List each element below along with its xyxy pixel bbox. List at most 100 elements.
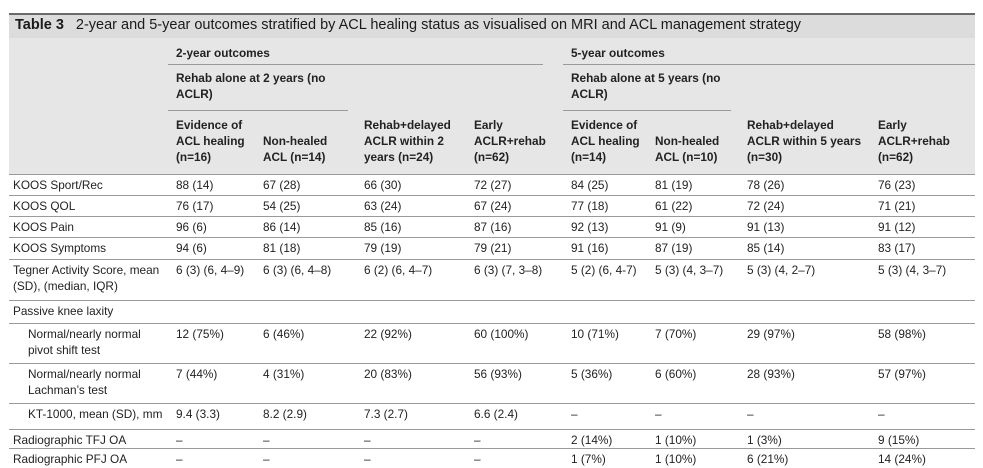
table-cell: 67 (24): [474, 199, 512, 213]
row-label: KOOS Pain: [13, 220, 74, 234]
table-title-bar: Table 3 2-year and 5-year outcomes strati…: [9, 13, 975, 38]
row-label: Tegner Activity Score, mean (SD), (median…: [13, 263, 160, 293]
table-cell: 9 (15%): [878, 433, 920, 447]
row-divider: [9, 448, 975, 449]
table-cell: 7 (70%): [655, 327, 697, 341]
row-label: Normal/nearly normal Lachman’s test: [28, 367, 141, 397]
table-cell: –: [364, 433, 371, 447]
table-cell: 79 (19): [364, 241, 402, 255]
table-cell: 91 (9): [655, 220, 686, 234]
table-cell: 58 (98%): [878, 327, 926, 341]
table-cell: 85 (14): [747, 241, 785, 255]
table-cell: –: [474, 433, 481, 447]
table-cell: 94 (6): [176, 241, 207, 255]
table-caption: Table 3 2-year and 5-year outcomes strati…: [15, 17, 801, 33]
row-divider: [9, 403, 975, 404]
row-label: KOOS Sport/Rec: [13, 178, 103, 192]
table-cell: 72 (24): [747, 199, 785, 213]
table-cell: 96 (6): [176, 220, 207, 234]
table-cell: 2 (14%): [571, 433, 613, 447]
table-cell: 20 (83%): [364, 367, 412, 381]
row-label: Radiographic PFJ OA: [13, 452, 128, 466]
group-rule-5y: [563, 64, 975, 65]
table-cell: 1 (10%): [655, 452, 697, 466]
table-cell: –: [364, 452, 371, 466]
table-cell: 5 (3) (4, 3–7): [878, 263, 947, 277]
table-cell: 60 (100%): [474, 327, 529, 341]
table-cell: 67 (28): [263, 178, 301, 192]
table-cell: 91 (12): [878, 220, 916, 234]
row-divider: [9, 323, 975, 324]
table-cell: 29 (97%): [747, 327, 795, 341]
table-cell: 72 (27): [474, 178, 512, 192]
group-rule-2y: [168, 64, 543, 65]
table-cell: 87 (16): [474, 220, 512, 234]
column-header-nonhealed-5y: Non-healed ACL (n=10): [655, 134, 720, 164]
row-divider: [9, 216, 975, 217]
row-divider: [9, 259, 975, 260]
table-cell: 56 (93%): [474, 367, 522, 381]
table-cell: 6 (3) (6, 4–9): [176, 263, 245, 277]
table-cell: 63 (24): [364, 199, 402, 213]
column-header-early-2y: Early ACLR+rehab (n=62): [474, 118, 546, 164]
table-cell: 85 (16): [364, 220, 402, 234]
table-cell: 88 (14): [176, 178, 214, 192]
table-cell: 83 (17): [878, 241, 916, 255]
table-cell: 92 (13): [571, 220, 609, 234]
table-cell: 10 (71%): [571, 327, 619, 341]
column-header-delayed-2y: Rehab+delayed ACLR within 2 years (n=24): [364, 118, 451, 164]
row-label: Passive knee laxity: [13, 304, 114, 318]
table-cell: 5 (3) (4, 3–7): [655, 263, 724, 277]
table-cell: 1 (10%): [655, 433, 697, 447]
table-cell: –: [263, 452, 270, 466]
table-title: 2-year and 5-year outcomes stratified by…: [75, 17, 802, 33]
column-header-healed-5y: Evidence of ACL healing (n=14): [571, 118, 640, 164]
table-cell: –: [176, 452, 183, 466]
table-cell: –: [176, 433, 183, 447]
subgroup-rule-5y: [563, 110, 731, 111]
row-divider: [9, 363, 975, 364]
table-cell: 28 (93%): [747, 367, 795, 381]
table-cell: 14 (24%): [878, 452, 926, 466]
table-cell: 22 (92%): [364, 327, 412, 341]
row-label: Normal/nearly normal pivot shift test: [28, 327, 141, 357]
table-cell: 5 (2) (6, 4-7): [571, 263, 637, 277]
table-cell: –: [263, 433, 270, 447]
table-cell: 57 (97%): [878, 367, 926, 381]
table-cell: 5 (3) (4, 2–7): [747, 263, 816, 277]
row-label: KT-1000, mean (SD), mm: [28, 407, 163, 421]
table-cell: 6 (60%): [655, 367, 697, 381]
table-cell: –: [878, 407, 885, 421]
table-cell: 76 (23): [878, 178, 916, 192]
table-cell: 86 (14): [263, 220, 301, 234]
table-cell: 6.6 (2.4): [474, 407, 518, 421]
table-cell: 6 (2) (6, 4–7): [364, 263, 433, 277]
table-cell: 78 (26): [747, 178, 785, 192]
column-header-healed-2y: Evidence of ACL healing (n=16): [176, 118, 245, 164]
table-cell: 6 (21%): [747, 452, 789, 466]
table-cell: 81 (18): [263, 241, 301, 255]
table-cell: 81 (19): [655, 178, 693, 192]
row-divider: [9, 237, 975, 238]
table-cell: 4 (31%): [263, 367, 305, 381]
row-divider: [9, 195, 975, 196]
table-cell: 66 (30): [364, 178, 402, 192]
table-cell: 1 (3%): [747, 433, 782, 447]
row-label: KOOS QOL: [13, 199, 76, 213]
group-header-5-year: 5-year outcomes: [571, 46, 665, 60]
table-label: Table 3: [15, 17, 64, 33]
table-cell: –: [747, 407, 754, 421]
subgroup-header-rehab-2y: Rehab alone at 2 years (no ACLR): [176, 71, 326, 101]
table-cell: 12 (75%): [176, 327, 224, 341]
subgroup-header-rehab-5y: Rehab alone at 5 years (no ACLR): [571, 71, 721, 101]
table-cell: 1 (7%): [571, 452, 606, 466]
table-cell: 91 (16): [571, 241, 609, 255]
table-cell: 77 (18): [571, 199, 609, 213]
table-cell: 5 (36%): [571, 367, 613, 381]
table-cell: –: [474, 452, 481, 466]
row-label: Radiographic TFJ OA: [13, 433, 127, 447]
table-cell: 7 (44%): [176, 367, 218, 381]
table-cell: 6 (3) (6, 4–8): [263, 263, 332, 277]
table-cell: 79 (21): [474, 241, 512, 255]
